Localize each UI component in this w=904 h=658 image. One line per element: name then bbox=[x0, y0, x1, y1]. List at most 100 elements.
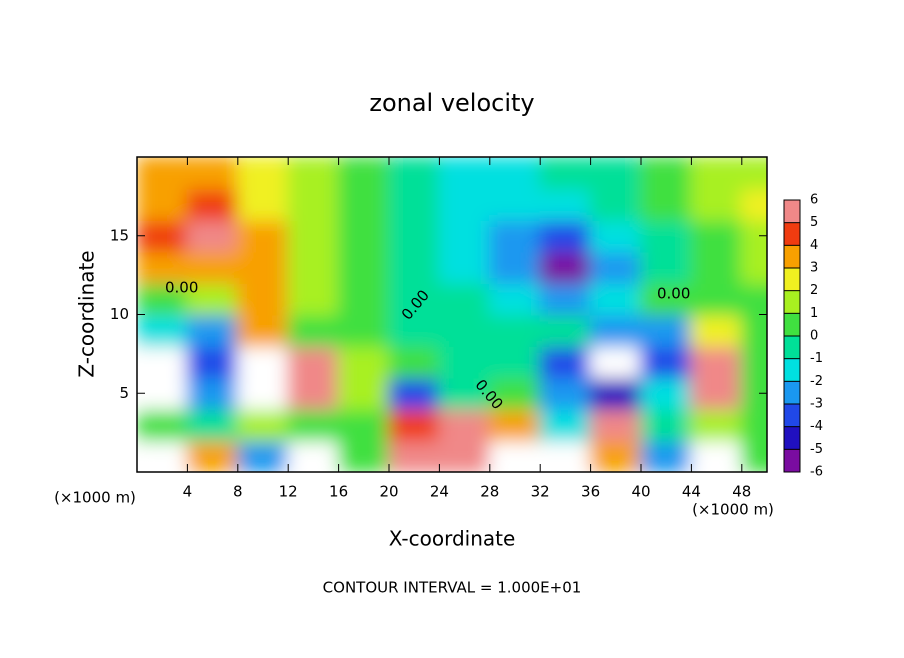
cell bbox=[337, 157, 390, 190]
y-tick-label: 10 bbox=[110, 305, 129, 323]
cell bbox=[488, 313, 542, 347]
colorbar-tick-label: 3 bbox=[810, 261, 818, 276]
cell bbox=[236, 345, 290, 379]
cell bbox=[740, 187, 767, 221]
colorbar-tick-label: -1 bbox=[810, 351, 823, 366]
cell bbox=[388, 408, 441, 442]
colorbar-band bbox=[784, 222, 800, 246]
cell bbox=[137, 187, 189, 221]
x-tick-label: 44 bbox=[682, 483, 701, 501]
cell bbox=[137, 219, 189, 253]
cell bbox=[539, 313, 592, 347]
cell bbox=[539, 187, 592, 221]
cell bbox=[337, 439, 390, 472]
x-tick-label: 28 bbox=[480, 483, 499, 501]
cell bbox=[337, 345, 390, 379]
cell bbox=[589, 376, 642, 410]
cell bbox=[287, 187, 340, 221]
x-tick-label: 24 bbox=[430, 483, 449, 501]
colorbar-tick-label: -3 bbox=[810, 397, 823, 412]
x-tick-label: 16 bbox=[329, 483, 348, 501]
cell bbox=[388, 282, 441, 316]
cell bbox=[589, 345, 642, 379]
cell bbox=[287, 250, 340, 284]
cell bbox=[740, 282, 767, 316]
cell bbox=[236, 157, 290, 190]
cell bbox=[236, 187, 290, 221]
cell bbox=[287, 313, 340, 347]
cell bbox=[337, 282, 390, 316]
cell bbox=[236, 408, 290, 442]
cell bbox=[640, 313, 693, 347]
colorbar-tick-label: 1 bbox=[810, 306, 818, 321]
x-tick-label: 20 bbox=[379, 483, 398, 501]
cell bbox=[388, 376, 441, 410]
cell bbox=[589, 282, 642, 316]
cell bbox=[640, 345, 693, 379]
x-tick-label: 40 bbox=[631, 483, 650, 501]
colorbar-tick-label: -2 bbox=[810, 374, 823, 389]
colorbar-tick-label: 4 bbox=[810, 238, 818, 253]
cell bbox=[236, 250, 290, 284]
cell bbox=[740, 313, 767, 347]
cell bbox=[690, 408, 743, 442]
cell bbox=[690, 313, 743, 347]
cell bbox=[539, 219, 592, 253]
cell bbox=[690, 345, 743, 379]
cell bbox=[690, 376, 743, 410]
y-tick-label: 15 bbox=[110, 226, 129, 244]
cell bbox=[438, 408, 491, 442]
cell bbox=[589, 187, 642, 221]
contour-label: 0.00 bbox=[657, 285, 690, 303]
x-unit-label: (×1000 m) bbox=[54, 489, 136, 507]
cell bbox=[640, 219, 693, 253]
cell bbox=[740, 157, 767, 190]
cell bbox=[589, 219, 642, 253]
cell bbox=[589, 313, 642, 347]
cell bbox=[388, 187, 441, 221]
chart-title: zonal velocity bbox=[369, 89, 534, 117]
colorbar-band bbox=[784, 336, 800, 359]
cell bbox=[287, 408, 340, 442]
cell bbox=[287, 345, 340, 379]
colorbar-band bbox=[784, 426, 800, 450]
cell bbox=[186, 408, 239, 442]
cell bbox=[137, 345, 189, 379]
cell bbox=[236, 313, 290, 347]
x-tick-label: 4 bbox=[183, 483, 193, 501]
cell bbox=[539, 439, 592, 472]
x-tick-label: 8 bbox=[233, 483, 243, 501]
contour-label: 0.00 bbox=[165, 279, 198, 297]
cell bbox=[287, 282, 340, 316]
cell bbox=[488, 345, 542, 379]
colorbar-tick-label: 6 bbox=[810, 193, 818, 208]
x-axis-label: X-coordinate bbox=[389, 527, 516, 551]
cell bbox=[488, 282, 542, 316]
cell bbox=[438, 219, 491, 253]
x-tick-label: 48 bbox=[732, 483, 751, 501]
cell bbox=[640, 439, 693, 472]
cell bbox=[186, 250, 239, 284]
cell bbox=[539, 157, 592, 190]
cell bbox=[186, 376, 239, 410]
cell bbox=[236, 282, 290, 316]
colorbar-tick-label: 2 bbox=[810, 283, 818, 298]
cell bbox=[539, 408, 592, 442]
cell bbox=[186, 282, 239, 316]
cell bbox=[137, 376, 189, 410]
x-unit-label: (×1000 m) bbox=[692, 501, 774, 519]
cell bbox=[137, 408, 189, 442]
cell bbox=[137, 313, 189, 347]
cell bbox=[287, 219, 340, 253]
cell bbox=[186, 187, 239, 221]
cell bbox=[137, 282, 189, 316]
colorbar-tick-label: -5 bbox=[810, 442, 823, 457]
cell bbox=[186, 345, 239, 379]
cell bbox=[589, 250, 642, 284]
cell bbox=[236, 376, 290, 410]
cell bbox=[388, 345, 441, 379]
cell bbox=[690, 282, 743, 316]
cell bbox=[236, 219, 290, 253]
colorbar-band bbox=[784, 381, 800, 404]
